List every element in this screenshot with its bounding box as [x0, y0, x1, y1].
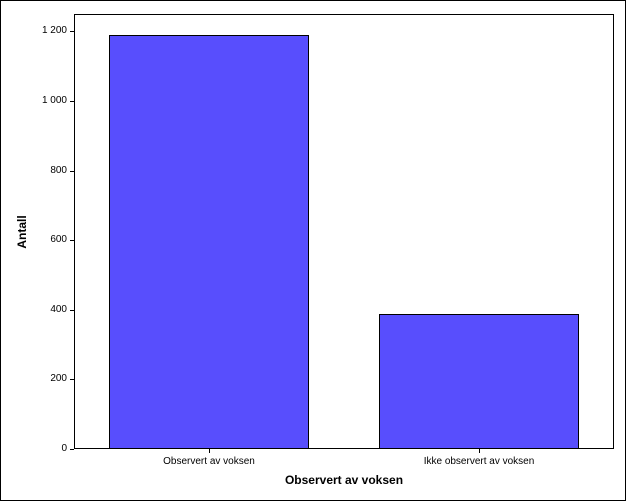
y-tick-label: 400: [50, 304, 67, 315]
y-tick: [70, 379, 74, 380]
y-tick: [70, 171, 74, 172]
x-tick: [479, 449, 480, 453]
y-tick-label: 1 200: [42, 25, 67, 36]
y-axis-label: Antall: [15, 215, 29, 248]
y-tick: [70, 240, 74, 241]
y-tick: [70, 449, 74, 450]
x-tick-label: Ikke observert av voksen: [424, 456, 535, 467]
x-axis-label: Observert av voksen: [285, 473, 403, 487]
y-tick-label: 0: [61, 443, 67, 454]
bar: [109, 35, 309, 449]
x-tick: [209, 449, 210, 453]
y-tick-label: 800: [50, 165, 67, 176]
x-tick-label: Observert av voksen: [163, 456, 255, 467]
y-tick-label: 200: [50, 373, 67, 384]
y-tick: [70, 31, 74, 32]
y-tick-label: 1 000: [42, 95, 67, 106]
y-tick: [70, 101, 74, 102]
bar: [379, 314, 579, 449]
y-tick: [70, 310, 74, 311]
bar-chart-container: 0 200 400 600 800 1 000 1 200 Antall Observert a…: [0, 0, 626, 501]
y-tick-label: 600: [50, 234, 67, 245]
